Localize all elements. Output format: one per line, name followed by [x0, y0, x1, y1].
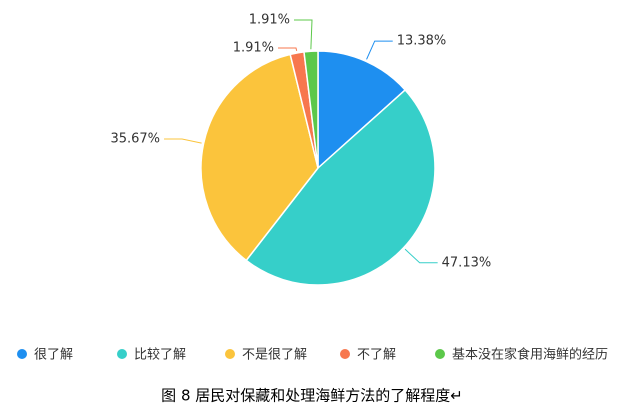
legend-label: 不是很了解 [242, 348, 307, 363]
legend-label: 比较了解 [134, 348, 186, 363]
legend-marker [435, 349, 445, 359]
leader-line [164, 138, 202, 144]
pie-slice [303, 50, 319, 169]
data-label: 13.38% [397, 34, 447, 49]
legend-marker [117, 349, 127, 359]
leader-line [404, 248, 438, 264]
leader-line [366, 40, 393, 60]
legend-label: 不了解 [357, 348, 396, 363]
legend-label: 基本没在家食用海鲜的经历 [452, 347, 608, 363]
leader-line [278, 47, 298, 52]
pie-slice [245, 88, 436, 286]
pie-slice [200, 53, 319, 262]
pie-slice [317, 50, 407, 170]
legend-label: 很了解 [34, 348, 73, 363]
data-label: 47.13% [442, 255, 492, 270]
data-label: 1.91% [233, 41, 274, 56]
legend-marker [340, 349, 350, 359]
legend-marker [225, 349, 235, 359]
data-label: 35.67% [110, 132, 160, 147]
leader-line [294, 19, 313, 50]
chart-title: 图 8 居民对保藏和处理海鲜方法的了解程度↵ [161, 387, 463, 405]
data-label: 1.91% [249, 13, 290, 28]
legend-marker [17, 349, 27, 359]
